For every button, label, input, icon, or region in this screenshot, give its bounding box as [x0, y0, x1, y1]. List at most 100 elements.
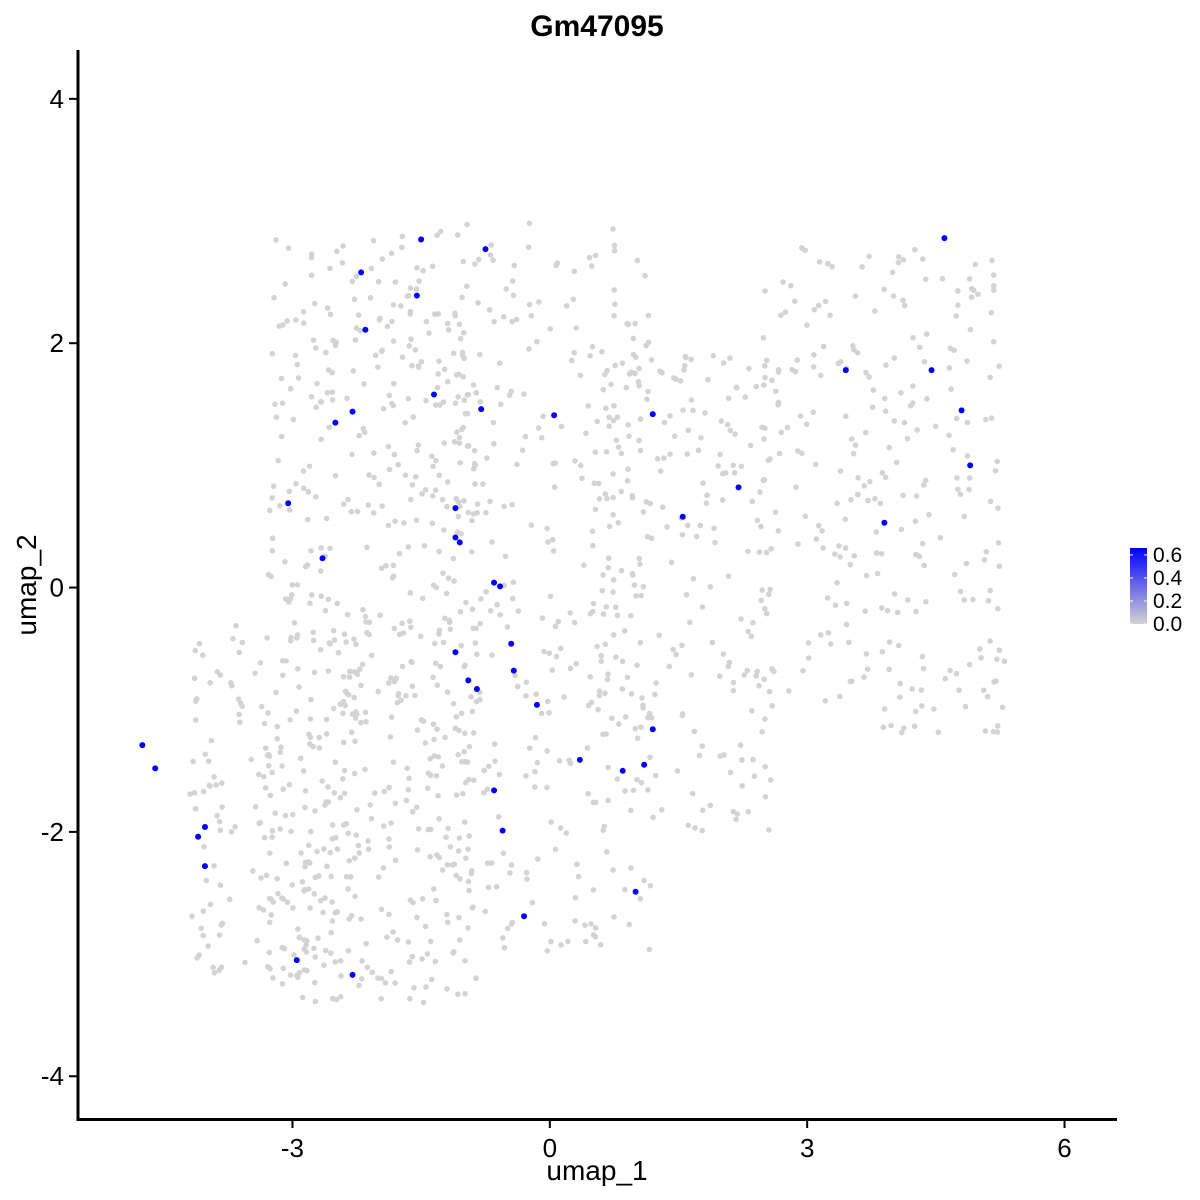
cell-point — [698, 434, 704, 441]
cell-point — [511, 262, 518, 269]
cell-point — [496, 360, 503, 367]
cell-point — [500, 313, 507, 320]
cell-point — [955, 302, 961, 308]
cell-point — [347, 668, 353, 675]
cell-point — [328, 929, 334, 936]
cell-point — [957, 588, 964, 595]
cell-point — [360, 606, 366, 613]
cell-point — [202, 751, 209, 758]
cell-point — [898, 526, 905, 533]
cell-point — [850, 450, 857, 457]
cell-point — [436, 854, 443, 861]
cell-point — [602, 371, 608, 378]
cell-point — [802, 513, 809, 520]
cell-point — [707, 584, 714, 590]
cell-point — [310, 337, 317, 343]
cell-point — [211, 863, 217, 869]
cell-point — [450, 700, 457, 707]
cell-point — [431, 753, 438, 759]
cell-point — [872, 496, 878, 502]
cell-point — [395, 461, 402, 468]
cell-point — [346, 858, 353, 864]
cell-point — [610, 867, 616, 873]
cell-point — [257, 819, 263, 826]
cell-point — [265, 762, 272, 769]
cell-point — [390, 338, 397, 344]
expressing-cell-point — [967, 462, 974, 469]
cell-point — [436, 627, 443, 634]
cell-point — [775, 367, 782, 373]
cell-point — [754, 517, 761, 524]
cell-point — [590, 542, 596, 549]
cell-point — [250, 868, 256, 874]
cell-point — [994, 458, 1001, 465]
cell-point — [275, 890, 281, 897]
y-axis-ticks: -4 -2 0 2 4 — [41, 84, 78, 1091]
cell-point — [520, 391, 527, 397]
cell-point — [992, 467, 999, 474]
cell-point — [429, 263, 436, 270]
cell-point — [495, 814, 502, 820]
expressing-cell-point — [201, 824, 208, 831]
cell-point — [738, 463, 745, 470]
cell-point — [639, 695, 645, 701]
cell-point — [375, 278, 382, 285]
x-tick-label: 3 — [800, 1133, 814, 1163]
cell-point — [644, 396, 650, 403]
cell-point — [369, 969, 376, 976]
cell-point — [265, 963, 271, 970]
cell-point — [330, 705, 337, 712]
cell-point — [216, 932, 223, 938]
expressing-cell-point — [452, 649, 459, 656]
cell-point — [385, 522, 392, 529]
cell-point — [237, 719, 243, 726]
cell-point — [742, 394, 749, 400]
cell-point — [893, 459, 900, 466]
cell-point — [873, 550, 880, 556]
cell-point — [308, 592, 315, 598]
cell-point — [442, 615, 448, 622]
cell-point — [524, 876, 530, 882]
cell-point — [414, 847, 421, 853]
cell-point — [358, 682, 364, 689]
cell-point — [597, 941, 604, 948]
cell-point — [313, 404, 320, 411]
cell-point — [730, 462, 737, 469]
cell-point — [962, 703, 969, 710]
cell-point — [590, 887, 597, 893]
cell-point — [504, 925, 511, 932]
cell-point — [843, 600, 850, 607]
cell-point — [424, 951, 431, 957]
cell-point — [622, 788, 628, 794]
cell-point — [428, 826, 434, 833]
cell-point — [851, 552, 858, 559]
cell-point — [463, 599, 469, 606]
cell-point — [550, 548, 557, 554]
cell-point — [640, 704, 647, 711]
cell-point — [466, 743, 473, 750]
cell-point — [488, 860, 495, 866]
cell-point — [549, 667, 555, 673]
cell-point — [414, 265, 420, 271]
cell-point — [318, 545, 324, 551]
cell-point — [469, 517, 475, 524]
cell-point — [229, 682, 235, 689]
cell-point — [429, 520, 436, 527]
cell-point — [405, 396, 412, 402]
cell-point — [390, 573, 397, 580]
cell-point — [759, 729, 766, 735]
cell-point — [544, 698, 551, 705]
cell-point — [509, 595, 516, 602]
cell-point — [409, 953, 416, 960]
cell-point — [937, 534, 944, 541]
cell-point — [455, 394, 461, 400]
cell-point — [261, 834, 268, 841]
cell-point — [967, 326, 974, 333]
cell-point — [304, 516, 311, 523]
cell-point — [284, 318, 290, 324]
cell-point — [966, 475, 973, 481]
cell-point — [968, 285, 975, 292]
cell-point — [953, 313, 960, 319]
cell-point — [485, 884, 492, 891]
cell-point — [264, 635, 270, 641]
